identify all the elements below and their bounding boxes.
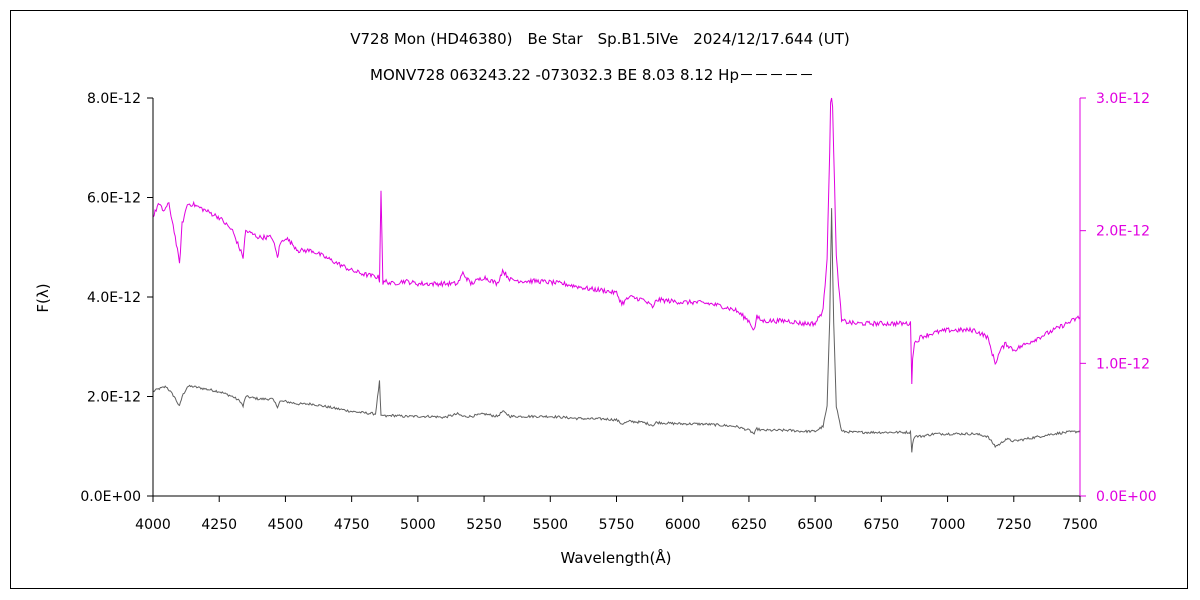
x-tick-label: 7250 (996, 517, 1032, 533)
y-tick-left-label: 0.0E+00 (80, 489, 141, 505)
y-tick-left-label: 8.0E-12 (87, 91, 141, 107)
x-tick-label: 4000 (135, 517, 171, 533)
x-tick-label: 6000 (665, 517, 701, 533)
y-tick-left-label: 6.0E-12 (87, 191, 141, 207)
x-tick-label: 7500 (1062, 517, 1098, 533)
x-axis-label: Wavelength(Å) (561, 548, 672, 567)
x-tick-label: 6250 (731, 517, 767, 533)
x-tick-label: 6750 (864, 517, 900, 533)
series-group (152, 97, 1081, 453)
chart-frame (10, 10, 1188, 589)
axes (152, 98, 1081, 497)
x-tick-label: 4500 (268, 517, 304, 533)
x-tick-label: 4750 (334, 517, 370, 533)
y-tick-left-label: 2.0E-12 (87, 390, 141, 406)
y-tick-left-label: 4.0E-12 (87, 290, 141, 306)
x-tick-label: 7000 (930, 517, 966, 533)
y-tick-right-label: 2.0E-12 (1096, 224, 1150, 240)
y-ticks-right: 0.0E+00 1.0E-12 2.0E-12 3.0E-12 (1080, 91, 1157, 505)
x-tick-label: 5500 (532, 517, 568, 533)
x-tick-label: 5250 (466, 517, 502, 533)
y-tick-right-label: 0.0E+00 (1096, 489, 1157, 505)
series-left-line (152, 208, 1081, 453)
y-tick-right-label: 1.0E-12 (1096, 356, 1150, 372)
x-tick-label: 4250 (201, 517, 237, 533)
x-tick-label: 5000 (400, 517, 436, 533)
chart-subtitle: MONV728 063243.22 -073032.3 BE 8.03 8.12… (370, 66, 814, 84)
x-tick-label: 6500 (797, 517, 833, 533)
x-ticks: 4000 4250 4500 4750 5000 5250 5500 5750 6000 6250… (135, 496, 1098, 533)
y-tick-right-label: 3.0E-12 (1096, 91, 1150, 107)
series-right-line (152, 97, 1081, 385)
chart-title: V728 Mon (HD46380) Be Star Sp.B1.5IVe 20… (350, 30, 850, 48)
y-axis-label: F(λ) (34, 283, 52, 312)
x-tick-label: 5750 (599, 517, 635, 533)
y-ticks-left: 0.0E+00 2.0E-12 4.0E-12 6.0E-12 8.0E-12 (80, 91, 153, 505)
